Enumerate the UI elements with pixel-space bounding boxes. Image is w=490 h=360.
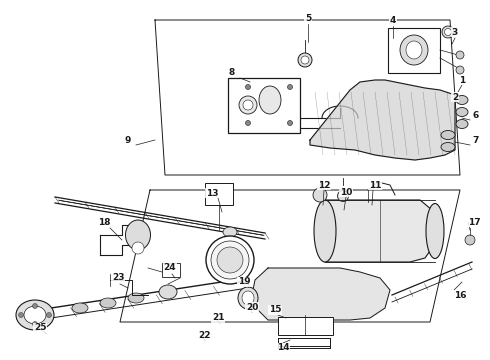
Text: 3: 3 [452,27,458,36]
Ellipse shape [259,86,281,114]
Bar [228,78,300,133]
Ellipse shape [444,28,451,36]
Text: 2: 2 [452,93,458,102]
Text: 4: 4 [390,15,396,24]
Ellipse shape [456,51,464,59]
Text: 5: 5 [305,14,311,23]
Text: 18: 18 [98,217,110,226]
Text: 21: 21 [212,314,224,323]
Text: 12: 12 [318,180,330,189]
Ellipse shape [441,143,455,152]
Ellipse shape [288,85,293,90]
Ellipse shape [211,241,249,279]
Ellipse shape [217,247,243,273]
Text: 6: 6 [473,111,479,120]
Ellipse shape [441,131,455,140]
Ellipse shape [16,300,54,330]
Bar [278,317,333,335]
Text: 13: 13 [206,189,218,198]
Polygon shape [252,268,390,320]
Text: 19: 19 [238,278,250,287]
Ellipse shape [125,220,150,250]
Ellipse shape [288,121,293,126]
Ellipse shape [223,227,237,237]
Ellipse shape [313,188,327,202]
Text: 20: 20 [246,302,258,311]
Text: 16: 16 [454,291,466,300]
Ellipse shape [243,100,253,110]
Ellipse shape [442,26,454,38]
Ellipse shape [245,85,250,90]
Ellipse shape [456,66,464,74]
Text: 15: 15 [269,306,281,315]
Ellipse shape [245,121,250,126]
Ellipse shape [242,291,254,305]
Ellipse shape [72,303,88,313]
Ellipse shape [456,108,468,117]
Ellipse shape [314,200,336,262]
Ellipse shape [465,235,475,245]
Text: 17: 17 [467,217,480,226]
Ellipse shape [238,287,258,309]
Text: 1: 1 [459,76,465,85]
Ellipse shape [298,53,312,67]
Text: 25: 25 [34,324,46,333]
Ellipse shape [239,96,257,114]
Bar [205,183,233,205]
Ellipse shape [400,35,428,65]
Ellipse shape [338,190,348,202]
Text: 24: 24 [164,264,176,273]
Text: 23: 23 [112,274,124,283]
Text: 11: 11 [369,180,381,189]
Text: 9: 9 [125,135,131,144]
Ellipse shape [128,293,144,303]
Ellipse shape [456,95,468,104]
Ellipse shape [301,56,309,64]
Bar [162,263,180,277]
Text: 8: 8 [229,68,235,77]
Ellipse shape [426,203,444,258]
Ellipse shape [159,285,177,299]
Bar [388,28,440,73]
Ellipse shape [32,303,38,309]
Ellipse shape [24,306,46,324]
Ellipse shape [32,321,38,327]
Text: 7: 7 [473,135,479,144]
Text: 10: 10 [340,188,352,197]
Text: 14: 14 [277,343,289,352]
Ellipse shape [206,236,254,284]
Text: 22: 22 [198,330,210,339]
Ellipse shape [132,242,144,254]
Ellipse shape [406,41,422,59]
Ellipse shape [100,298,116,308]
Ellipse shape [456,120,468,129]
Polygon shape [310,80,455,160]
Ellipse shape [19,312,24,318]
Polygon shape [325,200,435,262]
Ellipse shape [47,312,51,318]
